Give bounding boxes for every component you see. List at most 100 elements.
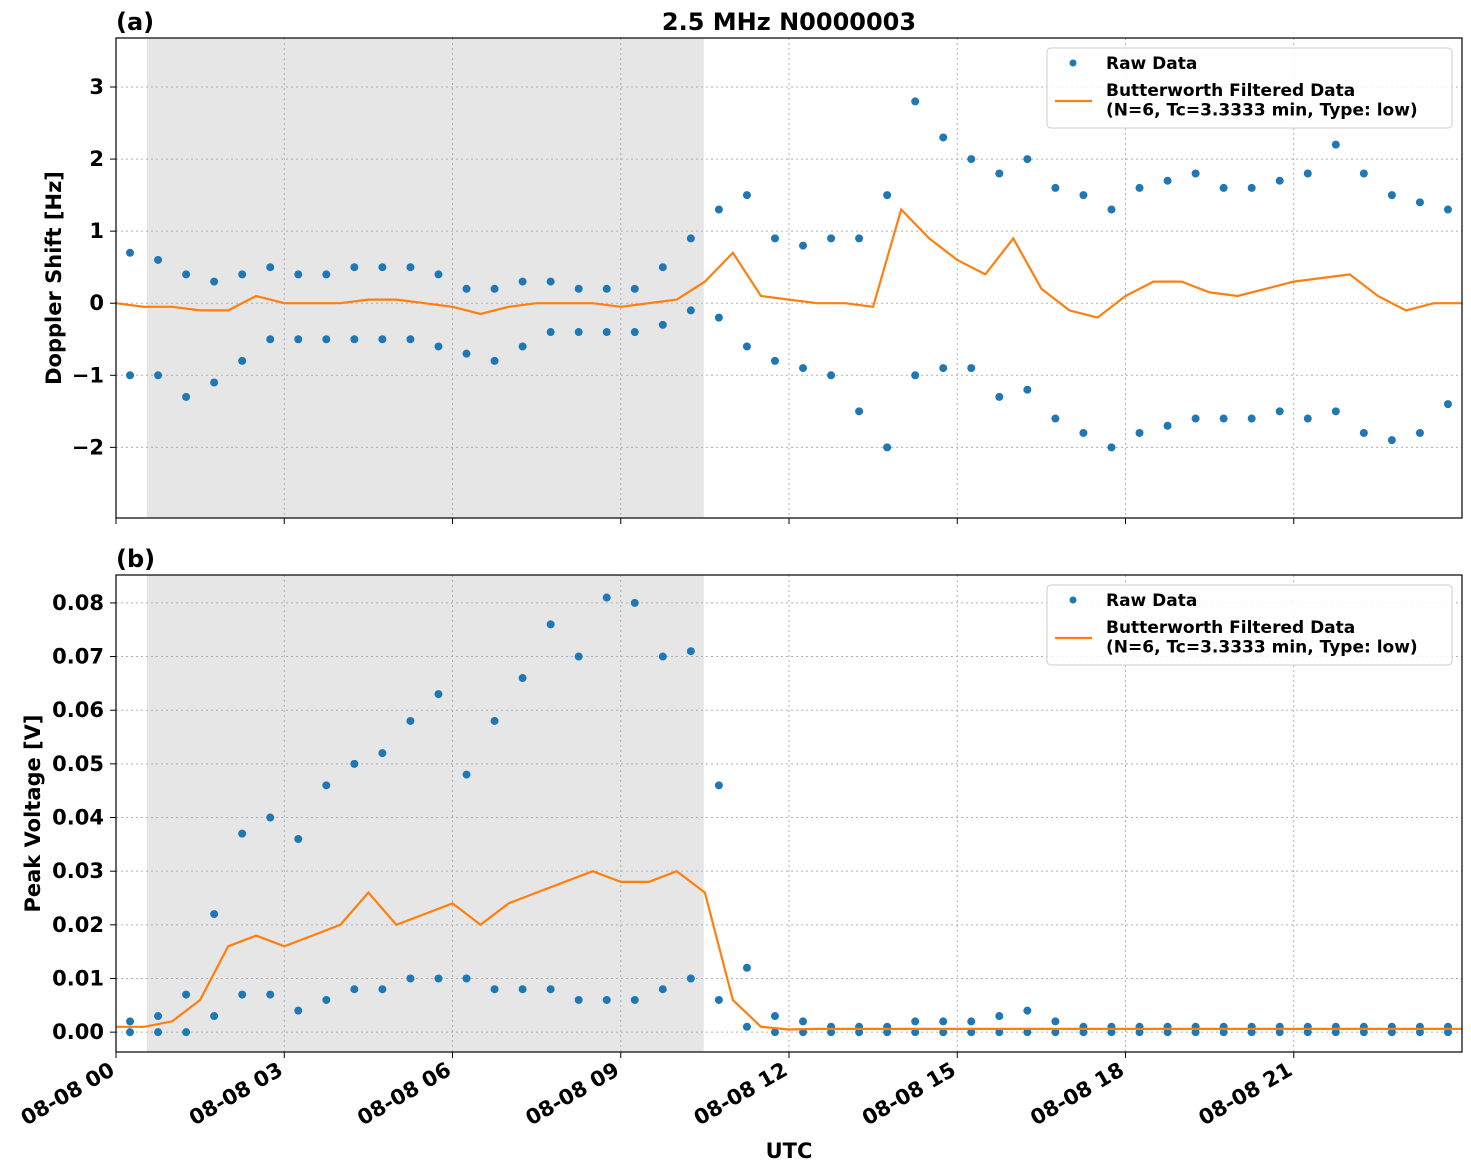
raw-point — [266, 813, 275, 822]
raw-point — [602, 284, 611, 293]
raw-point — [1107, 1028, 1116, 1037]
raw-point — [126, 371, 135, 380]
raw-point — [574, 328, 583, 337]
raw-point — [686, 647, 695, 656]
raw-point — [1303, 1028, 1312, 1037]
legend-label: Raw Data — [1106, 54, 1197, 74]
raw-point — [294, 1006, 303, 1015]
raw-point — [1023, 1006, 1032, 1015]
raw-point — [1387, 191, 1396, 200]
raw-point — [967, 155, 976, 164]
raw-point — [490, 356, 499, 365]
raw-point — [1331, 1028, 1340, 1037]
y-tick-label: 0.00 — [52, 1020, 104, 1044]
raw-point — [1443, 400, 1452, 409]
raw-point — [799, 364, 808, 373]
raw-point — [378, 335, 387, 344]
raw-point — [126, 1028, 135, 1037]
raw-point — [1387, 1028, 1396, 1037]
raw-point — [883, 1028, 892, 1037]
panel-label: (a) — [116, 8, 154, 36]
raw-point — [462, 974, 471, 983]
raw-point — [350, 759, 359, 768]
raw-point — [294, 335, 303, 344]
raw-point — [1051, 414, 1060, 423]
y-tick-label: 3 — [89, 75, 104, 99]
raw-point — [1387, 436, 1396, 445]
y-tick-label: 0.06 — [52, 698, 104, 722]
y-tick-label: 0.01 — [52, 966, 104, 990]
raw-point — [770, 1012, 779, 1021]
raw-point — [939, 1017, 948, 1026]
shaded-span — [146, 575, 704, 1052]
raw-point — [1051, 1017, 1060, 1026]
raw-point — [518, 277, 527, 286]
raw-point — [686, 306, 695, 315]
raw-point — [742, 191, 751, 200]
raw-point — [1219, 183, 1228, 192]
raw-point — [602, 995, 611, 1004]
raw-point — [1415, 428, 1424, 437]
raw-point — [406, 974, 415, 983]
raw-point — [799, 241, 808, 250]
raw-point — [1023, 385, 1032, 394]
raw-point — [658, 652, 667, 661]
raw-point — [911, 1028, 920, 1037]
raw-point — [1079, 191, 1088, 200]
chart-title: 2.5 MHz N0000003 — [662, 8, 916, 36]
raw-point — [1191, 169, 1200, 178]
raw-point — [1079, 1028, 1088, 1037]
raw-point — [350, 335, 359, 344]
x-tick-label: 08-08 09 — [521, 1058, 623, 1131]
raw-point — [1331, 140, 1340, 149]
raw-point — [1219, 1028, 1228, 1037]
raw-point — [855, 1028, 864, 1037]
raw-point — [1219, 414, 1228, 423]
raw-point — [1191, 1028, 1200, 1037]
raw-point — [1359, 169, 1368, 178]
raw-point — [770, 1028, 779, 1037]
raw-point — [855, 407, 864, 416]
legend-label: Raw Data — [1106, 591, 1197, 611]
raw-point — [546, 985, 555, 994]
shaded-span — [146, 38, 704, 518]
raw-point — [462, 770, 471, 779]
raw-point — [967, 1017, 976, 1026]
raw-point — [154, 255, 163, 264]
raw-point — [350, 985, 359, 994]
y-tick-label: 0 — [89, 291, 104, 315]
raw-point — [238, 270, 247, 279]
raw-point — [995, 392, 1004, 401]
raw-point — [1247, 1028, 1256, 1037]
raw-point — [406, 335, 415, 344]
raw-point — [518, 985, 527, 994]
raw-point — [602, 593, 611, 602]
raw-point — [126, 248, 135, 257]
x-tick-label: 08-08 15 — [858, 1058, 960, 1131]
raw-point — [995, 169, 1004, 178]
y-tick-label: 0.02 — [52, 913, 104, 937]
legend-box — [1046, 47, 1453, 129]
raw-point — [686, 974, 695, 983]
raw-point — [1359, 428, 1368, 437]
raw-point — [827, 371, 836, 380]
raw-point — [1079, 428, 1088, 437]
raw-point — [294, 270, 303, 279]
y-tick-label: 0.03 — [52, 859, 104, 883]
raw-point — [1247, 414, 1256, 423]
raw-point — [995, 1012, 1004, 1021]
raw-point — [378, 749, 387, 758]
raw-point — [406, 716, 415, 725]
raw-point — [1247, 183, 1256, 192]
raw-point — [434, 270, 443, 279]
raw-point — [518, 342, 527, 351]
raw-point — [154, 1012, 163, 1021]
raw-point — [546, 328, 555, 337]
raw-point — [1135, 183, 1144, 192]
x-tick-label: 08-08 03 — [185, 1058, 287, 1131]
raw-point — [490, 716, 499, 725]
raw-point — [911, 1017, 920, 1026]
raw-point — [1443, 1028, 1452, 1037]
raw-point — [1135, 428, 1144, 437]
y-tick-label: 0.04 — [52, 806, 104, 830]
